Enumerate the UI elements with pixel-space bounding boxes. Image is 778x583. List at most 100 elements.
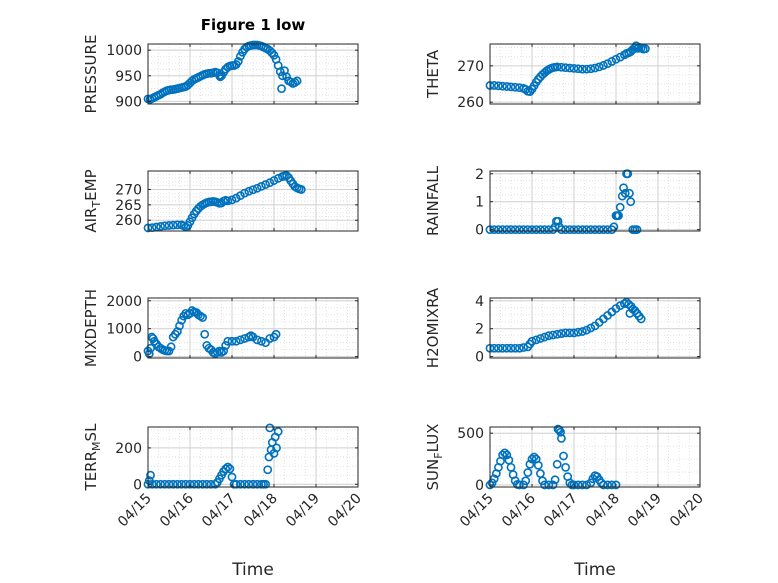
data-point (506, 82, 516, 92)
data-point (223, 196, 233, 206)
data-point (599, 61, 608, 70)
data-point (202, 479, 212, 489)
data-point (565, 478, 575, 488)
data-point (636, 314, 646, 324)
x-tick-label: 04/19 (283, 491, 323, 531)
data-point (210, 479, 220, 489)
subplot-4: 0 1 2 RAINFALL (424, 165, 701, 239)
data-point (198, 313, 207, 322)
data-point (569, 480, 579, 490)
data-point (296, 185, 306, 194)
data-point (156, 479, 165, 489)
data-point (506, 225, 516, 235)
data-point (586, 64, 596, 74)
data-point (144, 349, 154, 359)
data-point (244, 479, 254, 489)
data-point (227, 195, 237, 205)
data-point (502, 343, 512, 353)
data-point (265, 334, 275, 343)
y-axis-label: TERRMSL (82, 423, 103, 492)
y-tick-label: 1000 (106, 43, 142, 59)
axes-box (489, 43, 701, 105)
data-point (548, 330, 558, 340)
data-point (164, 479, 174, 489)
data-point (557, 433, 566, 443)
x-tick-label: 04/16 (157, 490, 197, 530)
data-point (168, 220, 178, 230)
data-point (615, 202, 625, 212)
data-point (540, 480, 549, 490)
data-point (519, 343, 528, 352)
data-point (252, 183, 262, 193)
data-point (586, 225, 596, 235)
data-point (506, 343, 516, 353)
x-tick-label: 04/17 (199, 491, 239, 531)
data-point (489, 81, 499, 90)
data-point (586, 478, 596, 488)
data-point (515, 343, 524, 353)
data-point (611, 54, 621, 64)
data-point (189, 479, 199, 489)
data-point (164, 346, 174, 356)
data-point (510, 82, 520, 92)
data-point (146, 343, 155, 353)
data-point (225, 464, 235, 474)
data-point (292, 76, 302, 86)
data-point (172, 327, 182, 336)
data-point (625, 188, 634, 198)
data-point (578, 327, 587, 336)
data-point (248, 479, 258, 489)
data-point (536, 334, 545, 343)
axes-box (147, 43, 359, 105)
data-point (615, 301, 625, 311)
data-point (175, 321, 184, 331)
data-point (582, 225, 591, 235)
data-point (502, 225, 512, 235)
data-point (626, 197, 636, 207)
data-point (519, 225, 528, 235)
y-tick-label: 2000 (106, 294, 142, 310)
y-tick-label: 270 (115, 182, 142, 198)
y-tick-label: 500 (457, 426, 484, 442)
data-point (540, 332, 549, 342)
data-point (557, 62, 566, 72)
data-point (527, 336, 537, 346)
y-tick-label: 265 (115, 198, 142, 214)
data-point (569, 225, 579, 235)
x-tick-label: 04/19 (625, 491, 665, 531)
data-point (525, 459, 535, 469)
data-point (553, 216, 563, 226)
data-point (156, 221, 165, 231)
y-axis-label: RAINFALL (424, 165, 442, 236)
y-tick-label: 0 (475, 478, 484, 494)
data-point (256, 181, 266, 191)
x-tick-label: 04/16 (499, 490, 539, 530)
data-point (235, 335, 245, 345)
y-tick-label: 0 (475, 223, 484, 239)
y-axis-label: H2OMIXRA (424, 287, 442, 368)
data-point (240, 479, 249, 489)
data-point (263, 465, 273, 475)
data-point (578, 480, 587, 490)
data-point (269, 176, 279, 185)
axes-box (147, 426, 359, 488)
data-point (231, 479, 241, 489)
x-tick-label: 04/20 (325, 491, 365, 531)
data-point (552, 62, 562, 72)
data-point (552, 329, 562, 339)
data-point (233, 57, 243, 66)
y-tick-label: 0 (133, 350, 142, 366)
data-point (578, 64, 587, 74)
data-point (538, 476, 547, 486)
data-point (573, 225, 583, 235)
subplot-6: 0 2 4 H2OMIXRA (424, 287, 701, 368)
data-point (164, 221, 174, 230)
x-tick-label: 04/15 (457, 491, 497, 531)
data-point (510, 343, 520, 353)
data-point (521, 85, 531, 94)
data-point (544, 331, 554, 341)
data-point (529, 452, 539, 462)
data-point (240, 188, 249, 198)
